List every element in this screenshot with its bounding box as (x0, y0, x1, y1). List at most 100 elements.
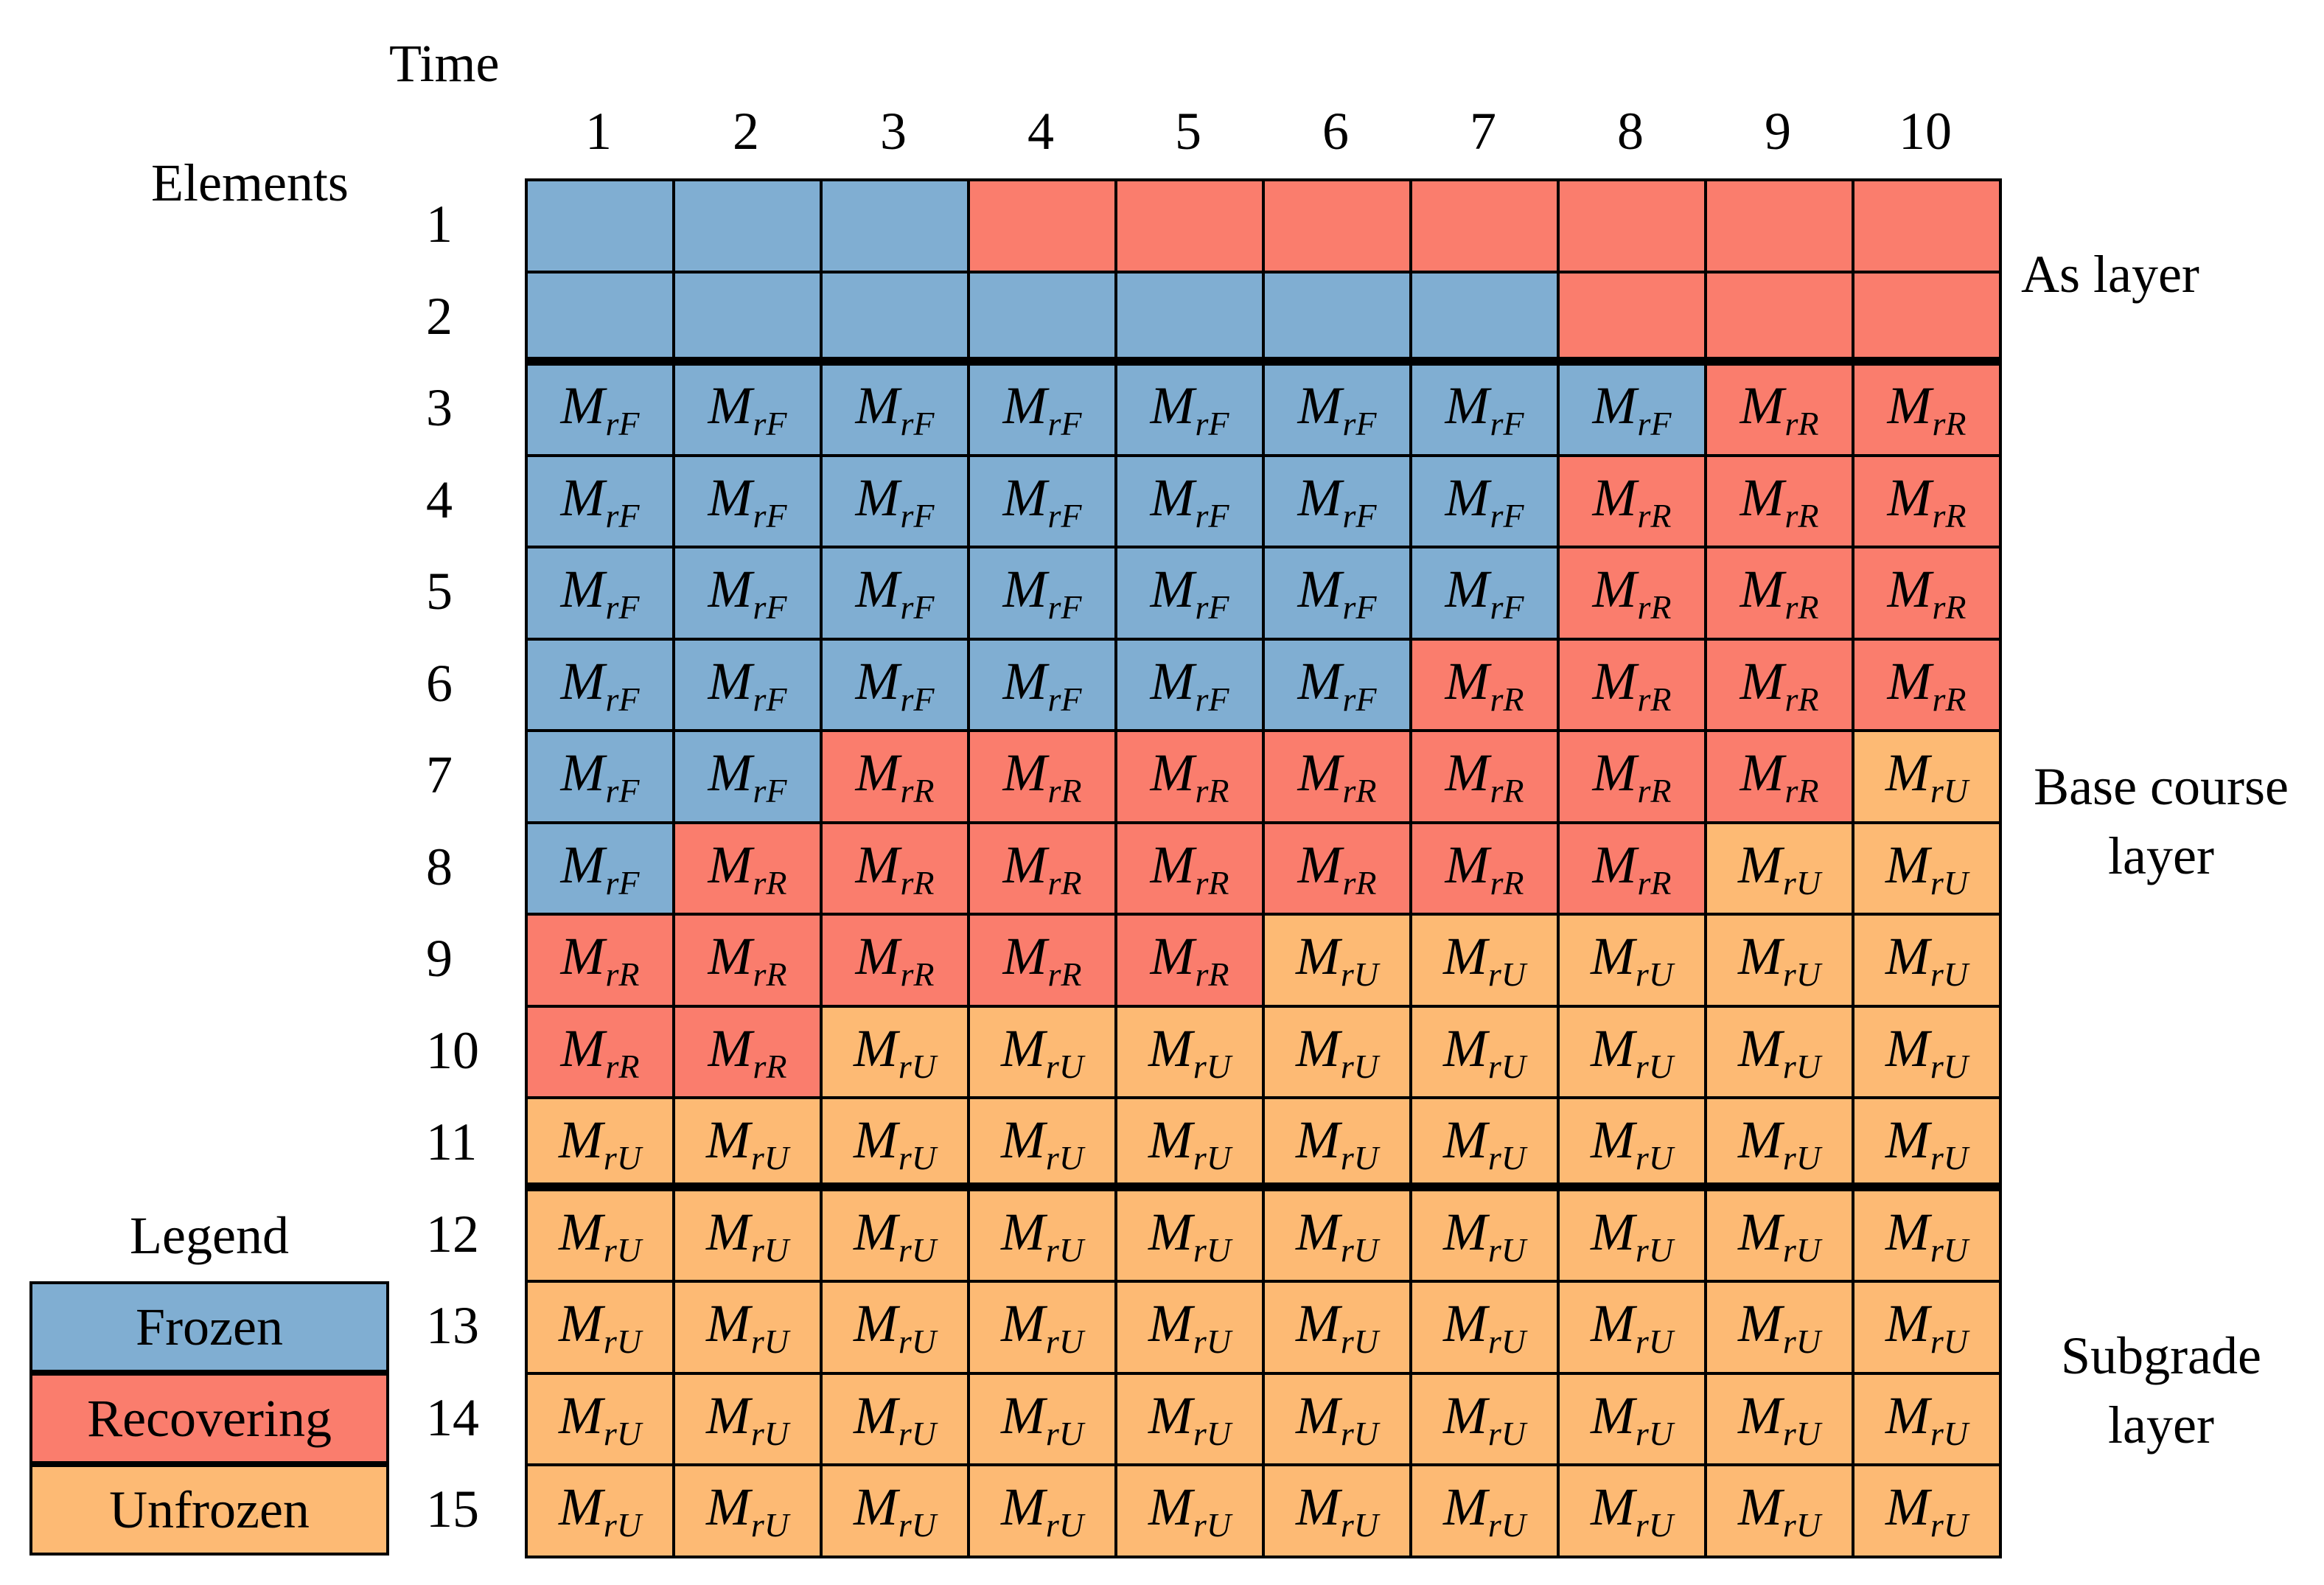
cell-e9-t10: MrU (1852, 913, 2002, 1008)
modulus-symbol-base: M (1739, 467, 1784, 527)
modulus-symbol: MrR (561, 926, 640, 994)
modulus-symbol-subscript: rU (1930, 1323, 1969, 1361)
subgrade-layer-label: Subgrade layer (2014, 1321, 2309, 1460)
cell-e8-t9: MrU (1704, 821, 1854, 916)
modulus-symbol-subscript: rR (900, 955, 935, 994)
modulus-symbol-subscript: rR (753, 863, 787, 902)
modulus-symbol: MrF (1003, 467, 1082, 535)
modulus-symbol-subscript: rU (898, 1230, 937, 1269)
modulus-symbol-base: M (853, 1110, 898, 1170)
modulus-symbol: MrU (854, 1293, 936, 1361)
modulus-symbol: MrF (1593, 375, 1672, 443)
cell-e7-t6: MrR (1262, 729, 1412, 824)
cell-e11-t4: MrU (967, 1096, 1117, 1191)
modulus-symbol: MrU (1296, 1018, 1378, 1086)
modulus-symbol-base: M (1150, 467, 1195, 527)
cell-e11-t2: MrU (672, 1096, 823, 1191)
cell-e13-t5: MrU (1114, 1280, 1265, 1375)
modulus-symbol-subscript: rR (1195, 863, 1229, 902)
modulus-symbol: MrU (1148, 1293, 1231, 1361)
modulus-symbol-subscript: rR (1637, 496, 1672, 534)
modulus-symbol-base: M (1737, 1294, 1782, 1354)
modulus-symbol-base: M (708, 376, 753, 436)
cell-e13-t8: MrU (1557, 1280, 1707, 1375)
modulus-symbol-base: M (1592, 467, 1637, 527)
modulus-symbol-base: M (1590, 1385, 1635, 1445)
modulus-symbol-subscript: rU (1487, 1506, 1526, 1544)
modulus-symbol: MrU (1443, 1385, 1526, 1453)
modulus-symbol-base: M (1885, 927, 1930, 986)
modulus-symbol-base: M (1000, 1385, 1045, 1445)
modulus-symbol-subscript: rU (898, 1323, 937, 1361)
cell-e15-t8: MrU (1557, 1463, 1707, 1558)
cell-e5-t9: MrR (1704, 546, 1854, 641)
modulus-symbol: MrR (1151, 926, 1229, 994)
cell-e3-t8: MrF (1557, 362, 1707, 457)
modulus-symbol: MrU (1738, 1018, 1821, 1086)
modulus-symbol-base: M (558, 1385, 603, 1445)
modulus-symbol-base: M (1739, 651, 1784, 711)
cell-e5-t4: MrF (967, 546, 1117, 641)
modulus-symbol-subscript: rF (1047, 588, 1082, 627)
cell-e15-t9: MrU (1704, 1463, 1854, 1558)
modulus-symbol-subscript: rU (1340, 1230, 1379, 1269)
modulus-symbol: MrF (1151, 559, 1229, 627)
cell-e11-t8: MrU (1557, 1096, 1707, 1191)
modulus-symbol-base: M (1002, 376, 1047, 436)
cell-e10-t10: MrU (1852, 1004, 2002, 1099)
modulus-symbol-base: M (1297, 651, 1342, 711)
modulus-symbol: MrF (708, 559, 787, 627)
modulus-symbol-base: M (855, 651, 900, 711)
cell-e10-t9: MrU (1704, 1004, 1854, 1099)
modulus-symbol-base: M (1000, 1294, 1045, 1354)
modulus-symbol-base: M (1297, 560, 1342, 619)
modulus-symbol-subscript: rR (1784, 772, 1819, 810)
cell-e6-t6: MrF (1262, 637, 1412, 732)
cell-e7-t9: MrR (1704, 729, 1854, 824)
modulus-symbol-base: M (1002, 651, 1047, 711)
modulus-symbol: MrU (559, 1477, 641, 1544)
modulus-symbol: MrR (1003, 926, 1082, 994)
modulus-symbol-base: M (1887, 467, 1932, 527)
modulus-symbol-base: M (1592, 560, 1637, 619)
modulus-symbol-base: M (1737, 1110, 1782, 1170)
cell-e1-t7 (1409, 178, 1560, 274)
cell-e2-t6 (1262, 270, 1412, 365)
cell-e13-t6: MrU (1262, 1280, 1412, 1375)
modulus-symbol-base: M (1002, 560, 1047, 619)
modulus-symbol: MrR (1740, 467, 1819, 535)
modulus-symbol: MrU (854, 1110, 936, 1177)
modulus-symbol-subscript: rR (753, 955, 787, 994)
modulus-symbol-base: M (855, 835, 900, 894)
modulus-symbol: MrF (856, 467, 935, 535)
cell-e12-t9: MrU (1704, 1188, 1854, 1283)
cell-e8-t4: MrR (967, 821, 1117, 916)
modulus-symbol-base: M (1885, 1477, 1930, 1537)
cell-e4-t3: MrF (820, 453, 970, 548)
cell-e11-t7: MrU (1409, 1096, 1560, 1191)
modulus-symbol-subscript: rR (1932, 405, 1967, 443)
modulus-symbol-subscript: rU (1193, 1414, 1232, 1452)
modulus-symbol: MrF (1151, 651, 1229, 719)
modulus-symbol: MrF (1445, 559, 1524, 627)
cell-e8-t10: MrU (1852, 821, 2002, 916)
modulus-symbol-base: M (1885, 1294, 1930, 1354)
modulus-symbol: MrF (1298, 651, 1377, 719)
cell-e10-t2: MrR (672, 1004, 823, 1099)
modulus-symbol-base: M (1150, 927, 1195, 986)
cell-e13-t4: MrU (967, 1280, 1117, 1375)
modulus-symbol-base: M (1295, 1110, 1340, 1170)
time-step-6: 6 (1322, 102, 1349, 161)
modulus-symbol: MrR (1888, 375, 1967, 443)
modulus-symbol-base: M (1885, 743, 1930, 803)
modulus-symbol-base: M (1445, 835, 1490, 894)
modulus-symbol: MrU (1591, 1385, 1673, 1453)
cell-e5-t8: MrR (1557, 546, 1707, 641)
modulus-symbol-subscript: rR (1490, 680, 1524, 718)
modulus-symbol-base: M (1148, 1385, 1193, 1445)
cell-e13-t1: MrU (525, 1280, 675, 1375)
modulus-symbol-subscript: rU (1930, 955, 1969, 994)
modulus-symbol-subscript: rU (1193, 1506, 1232, 1544)
modulus-symbol-subscript: rU (750, 1506, 789, 1544)
modulus-symbol-subscript: rF (1637, 405, 1672, 443)
